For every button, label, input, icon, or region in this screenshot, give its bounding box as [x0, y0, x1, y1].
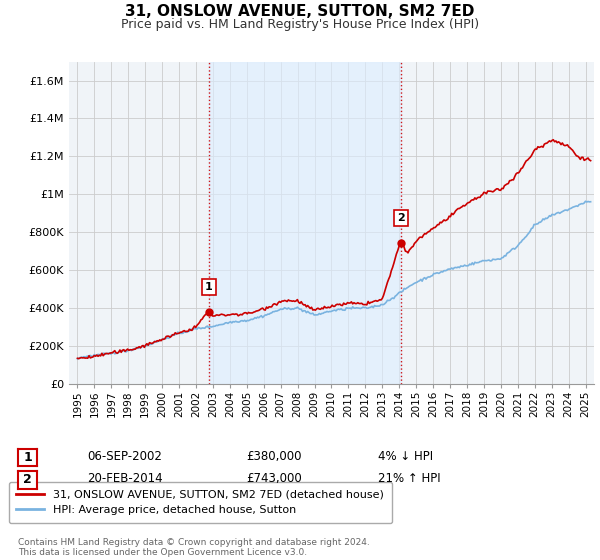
Text: 1: 1: [205, 282, 212, 292]
Text: 1: 1: [23, 451, 32, 464]
Bar: [209, 62, 401, 384]
Text: 4% ↓ HPI: 4% ↓ HPI: [378, 450, 433, 463]
Text: Contains HM Land Registry data © Crown copyright and database right 2024.
This d: Contains HM Land Registry data © Crown c…: [18, 538, 370, 557]
Text: £743,000: £743,000: [246, 472, 302, 486]
Text: £380,000: £380,000: [246, 450, 302, 463]
Text: 2: 2: [23, 473, 32, 487]
Text: 20-FEB-2014: 20-FEB-2014: [87, 472, 163, 486]
Text: 31, ONSLOW AVENUE, SUTTON, SM2 7ED: 31, ONSLOW AVENUE, SUTTON, SM2 7ED: [125, 4, 475, 19]
Text: 2: 2: [397, 213, 404, 223]
Text: 06-SEP-2002: 06-SEP-2002: [87, 450, 162, 463]
Text: Price paid vs. HM Land Registry's House Price Index (HPI): Price paid vs. HM Land Registry's House …: [121, 18, 479, 31]
Legend: 31, ONSLOW AVENUE, SUTTON, SM2 7ED (detached house), HPI: Average price, detache: 31, ONSLOW AVENUE, SUTTON, SM2 7ED (deta…: [8, 482, 392, 523]
Text: 21% ↑ HPI: 21% ↑ HPI: [378, 472, 440, 486]
